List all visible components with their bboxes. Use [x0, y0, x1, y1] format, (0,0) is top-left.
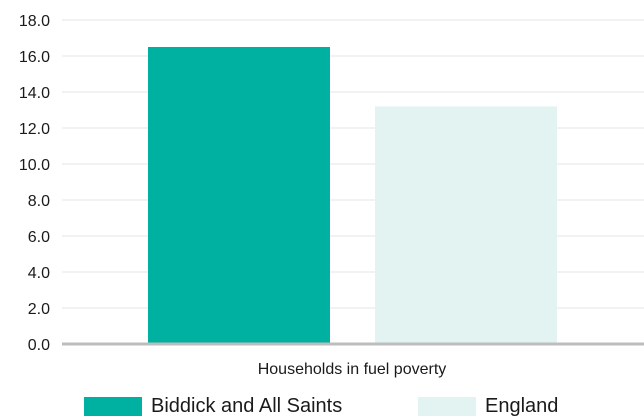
bar-biddick-and-all-saints: [148, 47, 330, 344]
legend-item-england: England: [418, 393, 558, 419]
y-tick-label: 4.0: [28, 265, 50, 282]
legend-label: England: [485, 394, 559, 417]
legend-swatch: [418, 396, 476, 416]
y-tick-label: 18.0: [19, 13, 50, 30]
y-tick-label: 16.0: [19, 49, 50, 66]
legend-item-biddick-and-all-saints: Biddick and All Saints: [84, 393, 342, 419]
bars: [148, 47, 557, 345]
bar-england: [375, 106, 557, 345]
bar-chart: 0.0 2.0 4.0 6.0 8.0 10.0 12.0 14.0 16.0 18.0 Hous…: [19, 13, 644, 378]
y-axis: 0.0 2.0 4.0 6.0 8.0 10.0 12.0 14.0 16.0 18.0: [19, 13, 50, 354]
legend-label: Biddick and All Saints: [151, 394, 343, 417]
y-tick-label: 12.0: [19, 121, 50, 138]
y-tick-label: 14.0: [19, 85, 50, 102]
legend: Biddick and All Saints England: [0, 393, 644, 419]
y-tick-label: 0.0: [28, 337, 50, 354]
y-tick-label: 6.0: [28, 229, 50, 246]
legend-swatch: [84, 396, 142, 416]
category-label: Households in fuel poverty: [258, 361, 447, 378]
y-tick-label: 10.0: [19, 157, 50, 174]
y-tick-label: 2.0: [28, 301, 50, 318]
y-tick-label: 8.0: [28, 193, 50, 210]
